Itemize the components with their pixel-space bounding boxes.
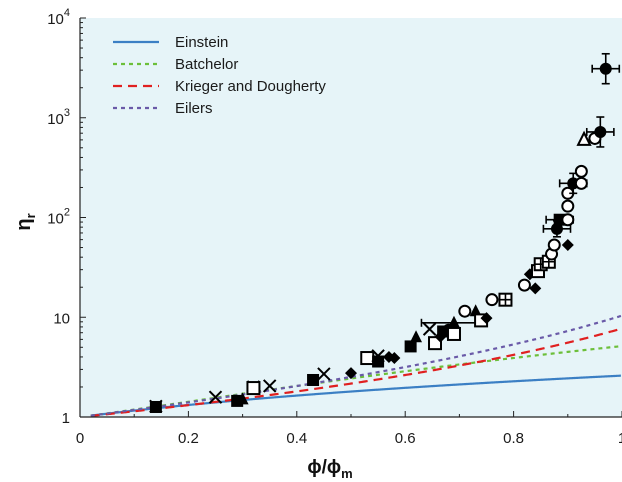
legend-item-batchelor: Batchelor (113, 56, 238, 73)
filled-square-marker (372, 355, 385, 368)
open-circle-marker (561, 199, 575, 213)
x-tick-label: 0.8 (503, 430, 524, 447)
filled-triangle-marker (236, 392, 249, 405)
open-square-marker (446, 326, 461, 341)
plot-area (80, 18, 622, 417)
open-square-marker (360, 351, 375, 366)
open-circle-marker (458, 304, 472, 318)
open-circle-marker (561, 213, 575, 227)
legend: Einstein Batchelor Krieger and Dougherty Ei… (113, 34, 326, 117)
x-tick-label: 0 (76, 430, 84, 447)
filled-triangle-marker (410, 330, 423, 343)
filled-circle-marker (585, 116, 615, 148)
open-circle-marker (574, 176, 588, 190)
filled-square-marker (149, 400, 162, 413)
filled-diamond-marker (345, 367, 357, 380)
x-axis-ticks: 0 0.2 0.4 0.6 0.8 1 (76, 411, 622, 447)
y-tick-label: 104 (47, 7, 70, 28)
legend-label: Einstein (175, 34, 228, 51)
y-tick-label: 103 (47, 107, 70, 128)
legend-item-einstein: Einstein (113, 34, 228, 51)
legend-label: Eilers (175, 100, 213, 117)
x-tick-label: 0.2 (178, 430, 199, 447)
open-triangle-marker (576, 130, 592, 146)
cross-marker (422, 322, 437, 336)
x-axis-title: ϕ/ϕm (307, 457, 352, 481)
legend-item-krieger: Krieger and Dougherty (113, 78, 326, 95)
open-circle-marker (547, 238, 561, 252)
x-tick-label: 1 (618, 430, 622, 447)
legend-item-eilers: Eilers (113, 100, 213, 117)
y-axis-ticks: 1 10 102 103 104 (47, 7, 86, 427)
open-circle-marker (517, 278, 531, 292)
model-curves (90, 314, 622, 417)
open-circle-marker (485, 293, 499, 307)
filled-diamond-marker (561, 239, 574, 252)
filled-square-marker (307, 373, 320, 386)
legend-label: Batchelor (175, 56, 238, 73)
y-tick-label: 1 (62, 410, 70, 427)
cross-marker (262, 379, 277, 393)
curve-eilers (90, 314, 622, 417)
cross-marker (371, 349, 385, 363)
open-square-marker (246, 381, 261, 396)
filled-diamond-marker (529, 282, 542, 295)
x-tick-label: 0.4 (286, 430, 307, 447)
filled-square-marker (404, 340, 417, 353)
curve-einstein (90, 374, 621, 417)
filled-diamond-marker (480, 312, 493, 325)
plus-square-marker (498, 292, 513, 307)
y-tick-label: 10 (53, 310, 70, 327)
legend-label: Krieger and Dougherty (175, 78, 326, 95)
cross-marker (317, 367, 331, 381)
filled-triangle-marker (469, 304, 482, 317)
data-points (149, 52, 621, 414)
x-tick-label: 0.6 (395, 430, 416, 447)
filled-diamond-marker (388, 352, 401, 365)
open-circle-marker (574, 164, 588, 178)
y-axis-title: ηr (13, 213, 38, 230)
cross-marker (208, 390, 223, 404)
y-tick-label: 102 (47, 207, 70, 228)
filled-circle-marker (591, 52, 621, 85)
